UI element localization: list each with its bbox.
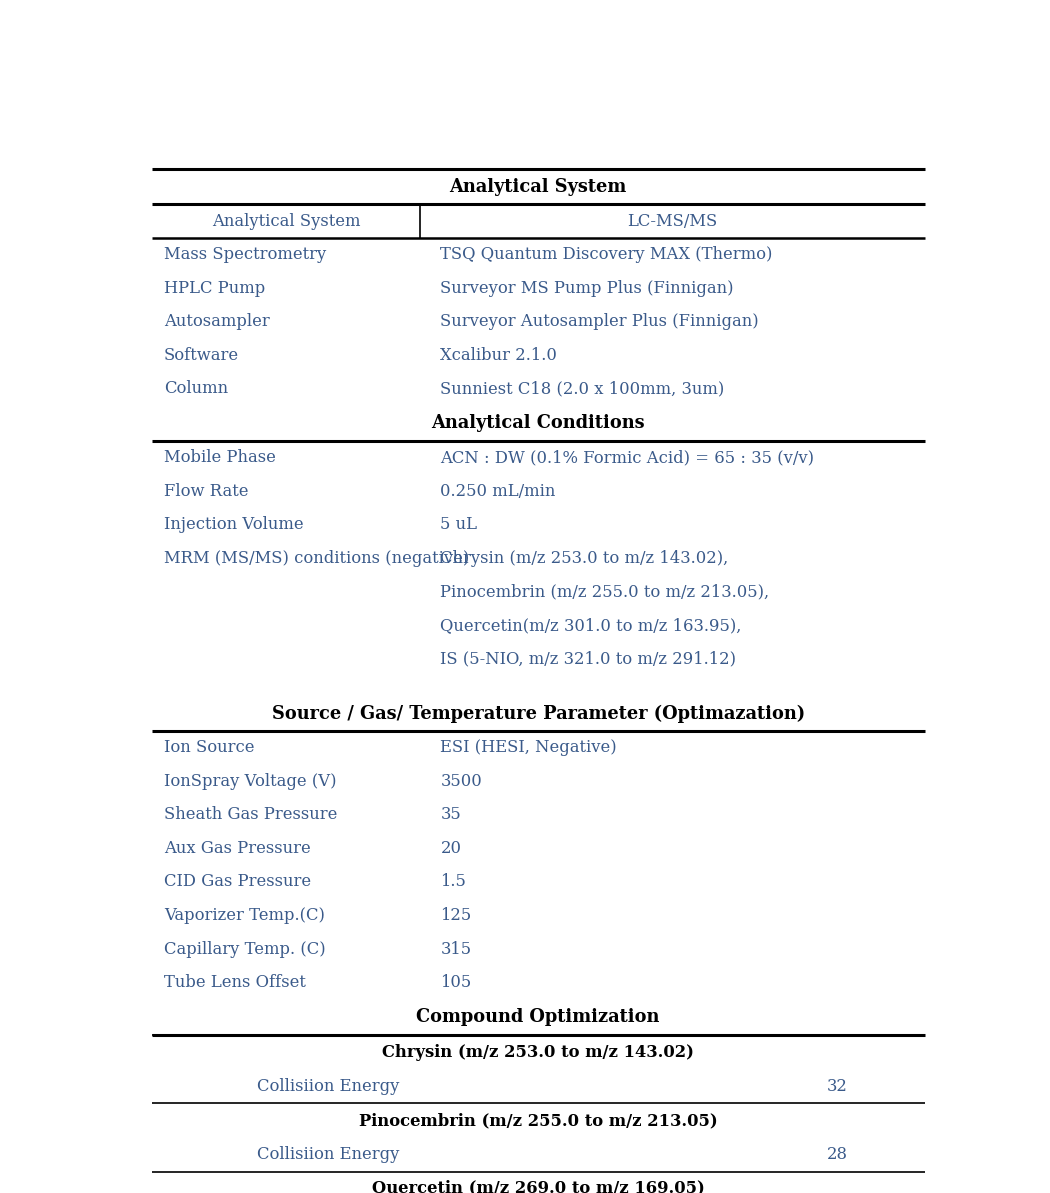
Text: Mobile Phase: Mobile Phase xyxy=(164,449,276,466)
Text: 105: 105 xyxy=(441,973,471,991)
Text: Vaporizer Temp.(C): Vaporizer Temp.(C) xyxy=(164,907,324,925)
Text: TSQ Quantum Discovery MAX (Thermo): TSQ Quantum Discovery MAX (Thermo) xyxy=(441,246,773,262)
Text: Aux Gas Pressure: Aux Gas Pressure xyxy=(164,840,311,857)
Text: Analytical System: Analytical System xyxy=(449,178,627,196)
Text: Injection Volume: Injection Volume xyxy=(164,517,303,533)
Text: LC-MS/MS: LC-MS/MS xyxy=(627,212,717,229)
Text: Flow Rate: Flow Rate xyxy=(164,483,248,500)
Text: Software: Software xyxy=(164,347,239,364)
Text: ACN : DW (0.1% Formic Acid) = 65 : 35 (v/v): ACN : DW (0.1% Formic Acid) = 65 : 35 (v… xyxy=(441,449,815,466)
Text: Chrysin (m/z 253.0 to m/z 143.02),: Chrysin (m/z 253.0 to m/z 143.02), xyxy=(441,550,729,567)
Text: Mass Spectrometry: Mass Spectrometry xyxy=(164,246,327,262)
Text: CID Gas Pressure: CID Gas Pressure xyxy=(164,873,311,890)
Text: 1.5: 1.5 xyxy=(441,873,466,890)
Text: 5 uL: 5 uL xyxy=(441,517,478,533)
Text: HPLC Pump: HPLC Pump xyxy=(164,279,265,297)
Text: Surveyor Autosampler Plus (Finnigan): Surveyor Autosampler Plus (Finnigan) xyxy=(441,313,759,330)
Text: 35: 35 xyxy=(441,806,461,823)
Text: 315: 315 xyxy=(441,940,471,958)
Text: Autosampler: Autosampler xyxy=(164,313,270,330)
Text: 3500: 3500 xyxy=(441,773,482,790)
Text: Pinocembrin (m/z 255.0 to m/z 213.05): Pinocembrin (m/z 255.0 to m/z 213.05) xyxy=(359,1112,717,1129)
Text: Surveyor MS Pump Plus (Finnigan): Surveyor MS Pump Plus (Finnigan) xyxy=(441,279,734,297)
Text: Ion Source: Ion Source xyxy=(164,740,254,756)
Text: IonSpray Voltage (V): IonSpray Voltage (V) xyxy=(164,773,336,790)
Text: Pinocembrin (m/z 255.0 to m/z 213.05),: Pinocembrin (m/z 255.0 to m/z 213.05), xyxy=(441,583,770,600)
Text: Collisiion Energy: Collisiion Energy xyxy=(257,1077,400,1095)
Text: Analytical System: Analytical System xyxy=(212,212,360,229)
Text: Collisiion Energy: Collisiion Energy xyxy=(257,1146,400,1163)
Text: 28: 28 xyxy=(827,1146,848,1163)
Text: MRM (MS/MS) conditions (negative): MRM (MS/MS) conditions (negative) xyxy=(164,550,469,567)
Text: Column: Column xyxy=(164,381,228,397)
Text: IS (5-NIO, m/z 321.0 to m/z 291.12): IS (5-NIO, m/z 321.0 to m/z 291.12) xyxy=(441,650,736,667)
Text: Compound Optimization: Compound Optimization xyxy=(417,1008,659,1026)
Text: Analytical Conditions: Analytical Conditions xyxy=(432,414,645,432)
Text: Sunniest C18 (2.0 x 100mm, 3um): Sunniest C18 (2.0 x 100mm, 3um) xyxy=(441,381,724,397)
Text: Quercetin (m/z 269.0 to m/z 169.05): Quercetin (m/z 269.0 to m/z 169.05) xyxy=(372,1181,705,1193)
Text: Quercetin(m/z 301.0 to m/z 163.95),: Quercetin(m/z 301.0 to m/z 163.95), xyxy=(441,617,742,633)
Text: 20: 20 xyxy=(441,840,462,857)
Text: Source / Gas/ Temperature Parameter (Optimazation): Source / Gas/ Temperature Parameter (Opt… xyxy=(272,704,804,723)
Text: 0.250 mL/min: 0.250 mL/min xyxy=(441,483,555,500)
Text: Xcalibur 2.1.0: Xcalibur 2.1.0 xyxy=(441,347,558,364)
Text: ESI (HESI, Negative): ESI (HESI, Negative) xyxy=(441,740,617,756)
Text: Sheath Gas Pressure: Sheath Gas Pressure xyxy=(164,806,337,823)
Text: 125: 125 xyxy=(441,907,471,925)
Text: Capillary Temp. (C): Capillary Temp. (C) xyxy=(164,940,326,958)
Text: Chrysin (m/z 253.0 to m/z 143.02): Chrysin (m/z 253.0 to m/z 143.02) xyxy=(382,1044,694,1061)
Text: Tube Lens Offset: Tube Lens Offset xyxy=(164,973,306,991)
Text: 32: 32 xyxy=(827,1077,848,1095)
